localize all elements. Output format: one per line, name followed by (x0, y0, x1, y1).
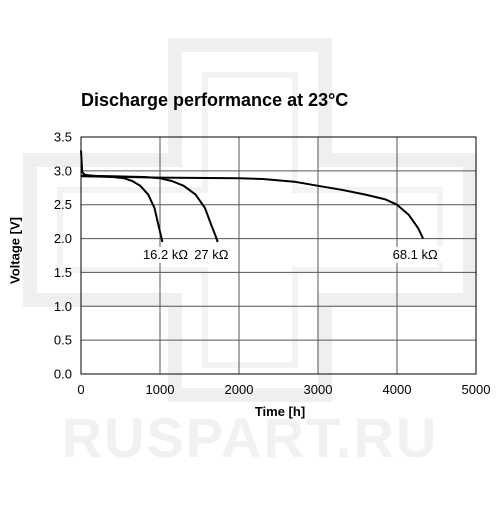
series-annotation-label: 68.1 kΩ (393, 247, 438, 262)
series-lines (80, 150, 425, 243)
y-tick-label: 2.0 (54, 231, 72, 246)
chart-title: Discharge performance at 23°C (81, 90, 349, 110)
annotation-background (190, 246, 232, 263)
x-tick-label: 1000 (146, 382, 175, 397)
y-tick-label: 3.0 (54, 163, 72, 178)
series-annotation-label: 27 kΩ (194, 247, 229, 262)
x-tick-label: 5000 (462, 382, 491, 397)
series-annotations: 16.2 kΩ 27 kΩ 68.1 kΩ (137, 246, 444, 263)
y-tick-label: 0.0 (54, 367, 72, 382)
series-annotation-label: 16.2 kΩ (143, 247, 188, 262)
y-tick-labels: 0.0 0.5 1.0 1.5 2.0 2.5 3.0 3.5 (54, 130, 72, 382)
x-tick-label: 3000 (304, 382, 333, 397)
series-line (80, 174, 219, 243)
y-tick-label: 1.0 (54, 299, 72, 314)
x-tick-labels: 0 1000 2000 3000 4000 5000 (77, 382, 490, 397)
x-axis-label: Time [h] (254, 404, 306, 419)
y-tick-label: 2.5 (54, 197, 72, 212)
plot-frame (80, 136, 477, 375)
y-tick-label: 1.5 (54, 265, 72, 280)
x-tick-label: 0 (77, 382, 84, 397)
y-tick-label: 0.5 (54, 333, 72, 348)
series-line (80, 175, 425, 240)
x-tick-label: 2000 (225, 382, 254, 397)
annotation-background (137, 246, 194, 263)
x-tick-label: 4000 (383, 382, 412, 397)
annotation-background (387, 246, 444, 263)
watermark-text: RUSPART.RU (61, 406, 439, 469)
series-line (80, 150, 164, 243)
y-tick-label: 3.5 (54, 130, 72, 145)
